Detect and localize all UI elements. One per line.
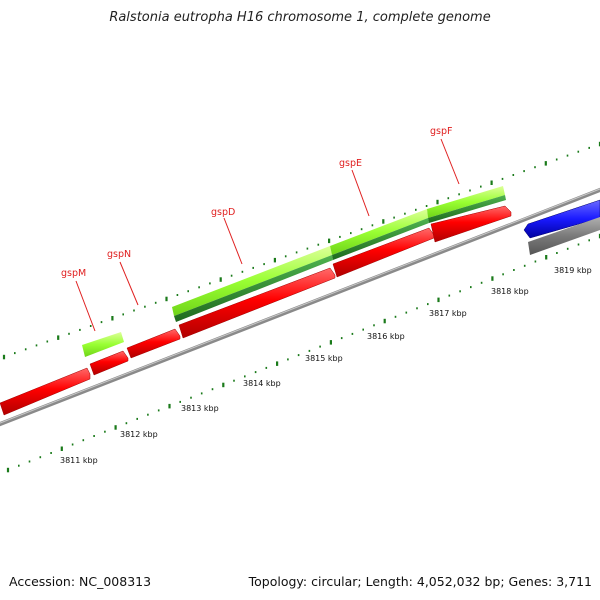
cds-feature-1[interactable] <box>0 367 91 416</box>
cds-feature-gspD[interactable] <box>178 267 336 339</box>
gspE-callout-line <box>351 169 370 217</box>
lower-tick-track <box>6 233 600 473</box>
scale-label-3816: 3816 kbp <box>367 332 405 341</box>
upper-tick-track <box>2 141 600 360</box>
gene-label-gspN: gspN <box>107 249 131 260</box>
scale-label-3813: 3813 kbp <box>181 404 219 413</box>
cds-feature-gspN[interactable] <box>89 350 129 376</box>
scale-label-3812: 3812 kbp <box>120 430 158 439</box>
scale-label-3817: 3817 kbp <box>429 309 467 318</box>
gene-label-gspD: gspD <box>211 207 235 218</box>
gene-label-gspF: gspF <box>430 126 452 137</box>
map-title: Ralstonia eutropha H16 chromosome 1, com… <box>109 10 491 25</box>
gene-feature-gspF-light[interactable] <box>427 186 505 218</box>
scale-label-3819: 3819 kbp <box>554 266 592 275</box>
gene-feature-gspE-light[interactable] <box>330 209 428 255</box>
gene-callouts: gspM gspN gspD gspE gspF <box>61 126 460 332</box>
backbone-line <box>0 187 600 427</box>
reverse-gene-gray[interactable] <box>528 217 600 255</box>
gene-feature-gspD-dark[interactable] <box>174 255 333 322</box>
gspF-callout-line <box>440 138 460 185</box>
cds-feature-gspF[interactable] <box>430 205 512 243</box>
gene-feature-gspF-dark[interactable] <box>428 195 506 223</box>
gene-feature-gspE-dark[interactable] <box>332 218 429 260</box>
scale-label-3815: 3815 kbp <box>305 354 343 363</box>
scale-label-3818: 3818 kbp <box>491 287 529 296</box>
gspN-callout-line <box>119 261 139 306</box>
gene-feature-gspM[interactable] <box>82 332 124 357</box>
gene-features <box>0 186 600 416</box>
cds-feature-gspM[interactable] <box>126 328 181 359</box>
backbone-highlight <box>0 188 600 424</box>
gene-label-gspE: gspE <box>339 158 362 169</box>
gene-label-gspM: gspM <box>61 268 86 279</box>
reverse-cds-blue[interactable] <box>523 199 600 239</box>
gspM-callout-line <box>75 280 96 332</box>
scale-label-3814: 3814 kbp <box>243 379 281 388</box>
gspD-callout-line <box>223 217 243 265</box>
scale-labels: 3811 kbp 3812 kbp 3813 kbp 3814 kbp 3815… <box>60 266 592 465</box>
gene-feature-gspD-light[interactable] <box>172 246 332 316</box>
genome-summary: Topology: circular; Length: 4,052,032 bp… <box>248 574 592 589</box>
scale-label-3811: 3811 kbp <box>60 456 98 465</box>
accession-label: Accession: NC_008313 <box>9 574 152 589</box>
